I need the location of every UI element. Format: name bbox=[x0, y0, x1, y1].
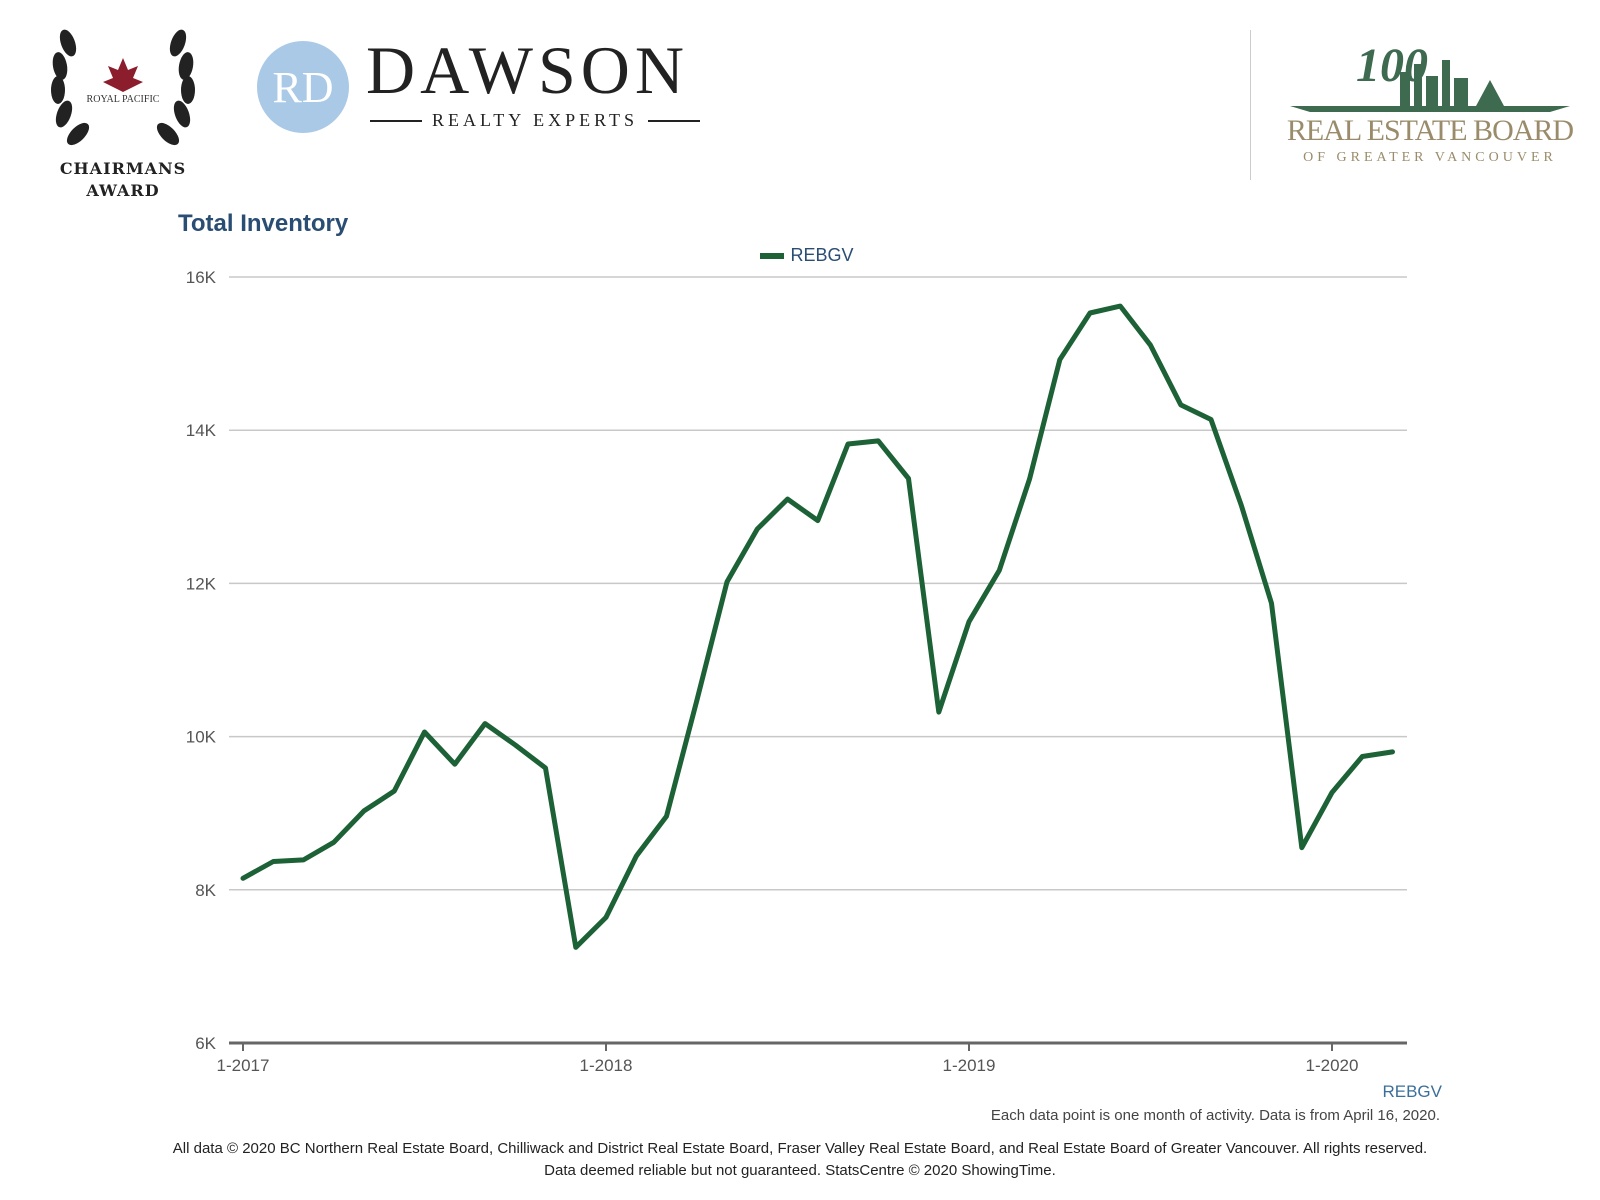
header-divider bbox=[1250, 30, 1251, 180]
dawson-rd-logo-icon: RD bbox=[257, 41, 349, 133]
y-tick-label: 16K bbox=[186, 268, 217, 287]
legend-label: REBGV bbox=[790, 245, 854, 265]
legend-swatch bbox=[760, 252, 785, 259]
source-line-1: All data © 2020 BC Northern Real Estate … bbox=[172, 1140, 1428, 1157]
x-tick-label: 1-2019 bbox=[943, 1056, 996, 1075]
city-skyline-icon bbox=[1290, 60, 1570, 112]
maple-leaf-icon bbox=[103, 58, 143, 92]
y-tick-label: 10K bbox=[186, 728, 217, 747]
award-line-1: CHAIRMANS bbox=[59, 159, 187, 178]
series-tag: REBGV bbox=[1382, 1082, 1442, 1101]
y-tick-label: 12K bbox=[186, 574, 217, 593]
y-tick-label: 14K bbox=[186, 421, 217, 440]
chart-title: Total Inventory bbox=[178, 210, 349, 237]
dawson-title: DAWSON bbox=[366, 32, 689, 108]
award-top-text: ROYAL PACIFIC bbox=[86, 94, 160, 105]
series-line-rebgv bbox=[240, 303, 1395, 950]
dawson-rule-right bbox=[648, 119, 701, 122]
laurel-wreath-icon bbox=[51, 29, 195, 146]
award-text: CHAIRMANS AWARD bbox=[38, 158, 208, 202]
chart-legend: REBGV bbox=[0, 245, 1600, 266]
source-line-2: Data deemed reliable but not guaranteed.… bbox=[544, 1162, 1056, 1179]
header: ROYAL PACIFIC CHAIRMANS AWARD RD DAWSON … bbox=[0, 0, 1600, 200]
svg-text:RD: RD bbox=[272, 63, 333, 112]
source-text: All data © 2020 BC Northern Real Estate … bbox=[0, 1138, 1600, 1182]
dawson-subtitle: REALTY EXPERTS bbox=[370, 110, 701, 131]
dawson-subtitle-text: REALTY EXPERTS bbox=[431, 110, 639, 130]
y-tick-label: 8K bbox=[195, 881, 216, 900]
award-line-2: AWARD bbox=[86, 181, 160, 200]
reb-title: REAL ESTATE BOARD bbox=[1286, 114, 1574, 147]
x-tick-label: 1-2018 bbox=[580, 1056, 633, 1075]
footnote: Each data point is one month of activity… bbox=[990, 1107, 1440, 1124]
dawson-rule-left bbox=[370, 119, 422, 122]
chairmans-award-logo: ROYAL PACIFIC CHAIRMANS AWARD bbox=[38, 18, 208, 200]
reb-logo: 100 REAL ESTATE BOARD OF GREATER VANCOUV… bbox=[1280, 38, 1580, 178]
x-tick-label: 1-2020 bbox=[1306, 1056, 1359, 1075]
y-tick-label: 6K bbox=[195, 1034, 216, 1053]
reb-subtitle: OF GREATER VANCOUVER bbox=[1303, 150, 1557, 165]
x-tick-label: 1-2017 bbox=[217, 1056, 270, 1075]
